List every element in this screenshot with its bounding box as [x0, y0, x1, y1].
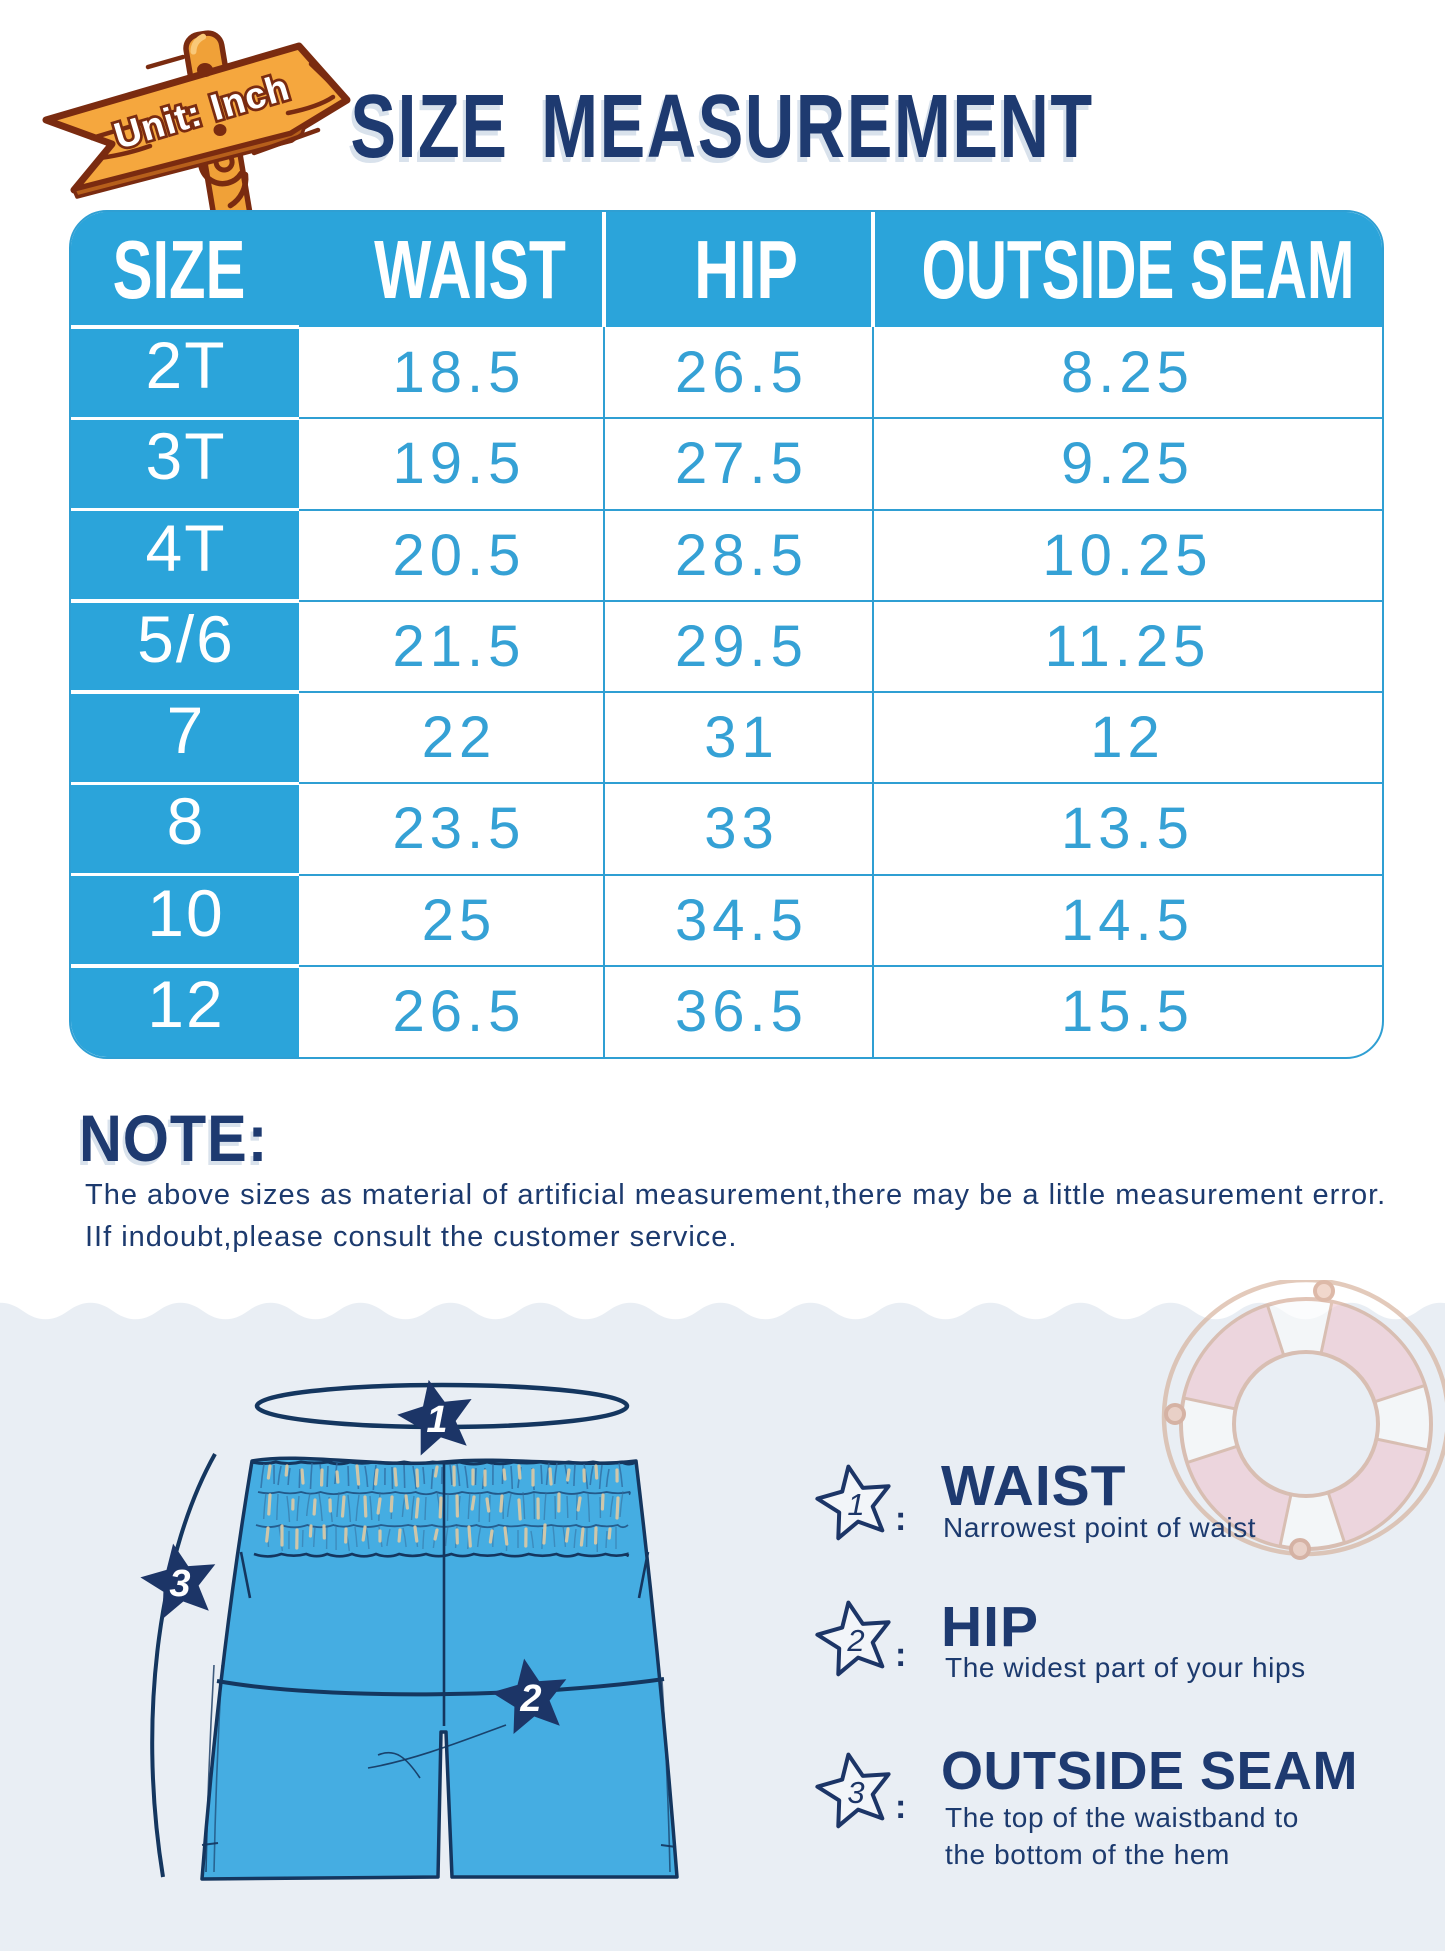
svg-text:1: 1 — [426, 1399, 447, 1441]
svg-text:3: 3 — [169, 1563, 190, 1605]
svg-text::: : — [895, 1636, 906, 1674]
svg-text::: : — [895, 1500, 906, 1538]
svg-text:1: 1 — [847, 1487, 864, 1522]
svg-text::: : — [895, 1788, 906, 1826]
svg-text:2: 2 — [519, 1678, 541, 1720]
svg-text:3: 3 — [847, 1775, 864, 1810]
svg-text:2: 2 — [846, 1623, 864, 1658]
